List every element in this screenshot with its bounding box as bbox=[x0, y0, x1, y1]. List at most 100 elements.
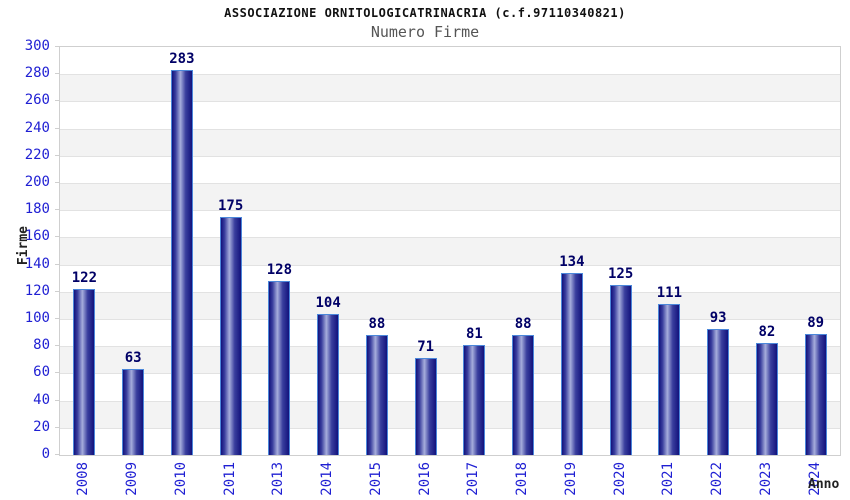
bar-value-label: 82 bbox=[758, 324, 776, 341]
gridline bbox=[60, 128, 840, 130]
y-tick-mark bbox=[55, 46, 59, 47]
y-tick-label: 120 bbox=[24, 282, 50, 299]
bar-value-label: 88 bbox=[368, 316, 386, 333]
x-tick-label: 2010 bbox=[172, 462, 189, 496]
bar-value-label: 63 bbox=[124, 350, 142, 367]
gridline bbox=[60, 183, 840, 184]
bar-value-label: 93 bbox=[709, 309, 727, 326]
y-tick-mark bbox=[55, 454, 59, 455]
y-tick-mark bbox=[55, 345, 59, 347]
gridline bbox=[60, 346, 840, 348]
bar-value-label: 125 bbox=[607, 266, 634, 282]
y-tick-mark bbox=[55, 154, 59, 156]
gridline bbox=[60, 291, 840, 293]
y-tick-mark bbox=[55, 236, 59, 238]
bar-value-label: 175 bbox=[217, 198, 244, 214]
x-tick-label: 2017 bbox=[465, 462, 482, 496]
y-tick-label: 100 bbox=[24, 310, 50, 326]
bar-2021 bbox=[658, 304, 681, 455]
y-tick-label: 280 bbox=[24, 65, 50, 82]
y-tick-label: 140 bbox=[24, 255, 50, 272]
bar-2008 bbox=[73, 289, 96, 455]
x-tick-label: 2018 bbox=[514, 462, 531, 496]
bar-2019 bbox=[560, 272, 583, 455]
chart-title: ASSOCIAZIONE ORNITOLOGICATRINACRIA (c.f.… bbox=[224, 6, 626, 20]
bar-2010 bbox=[170, 70, 193, 455]
y-tick-mark bbox=[55, 182, 59, 183]
y-tick-mark bbox=[55, 426, 59, 428]
gridline bbox=[60, 210, 840, 212]
bar-value-label: 104 bbox=[315, 294, 341, 311]
bar-2011 bbox=[219, 217, 242, 455]
y-tick-label: 160 bbox=[24, 228, 50, 245]
bar-value-label: 89 bbox=[807, 314, 825, 331]
x-tick-label: 2019 bbox=[562, 462, 579, 496]
bar-value-label: 128 bbox=[266, 261, 293, 278]
bar-2013 bbox=[268, 280, 291, 455]
y-tick-label: 300 bbox=[24, 38, 50, 54]
bar-2024 bbox=[804, 333, 827, 455]
bar-value-label: 88 bbox=[514, 316, 532, 333]
gridline bbox=[60, 237, 840, 239]
y-tick-label: 260 bbox=[24, 92, 50, 109]
bar-2017 bbox=[463, 344, 486, 455]
x-axis-title: Anno bbox=[808, 477, 840, 492]
y-tick-label: 240 bbox=[24, 119, 50, 136]
y-tick-mark bbox=[55, 372, 59, 374]
bar-2020 bbox=[609, 285, 632, 455]
gridline bbox=[60, 373, 840, 375]
y-tick-mark bbox=[55, 127, 59, 129]
bar-value-label: 81 bbox=[465, 325, 483, 342]
y-tick-mark bbox=[55, 263, 59, 265]
y-tick-label: 60 bbox=[33, 364, 50, 381]
gridline bbox=[60, 74, 840, 76]
y-axis-title: Firme bbox=[16, 226, 31, 266]
x-tick-label: 2011 bbox=[221, 462, 238, 496]
plot-area: 122 63 283 175 128 104 88 71 81 88 134 125 111 93 82 89 bbox=[59, 46, 841, 456]
bar-value-label: 134 bbox=[559, 253, 585, 270]
y-tick-label: 220 bbox=[24, 146, 50, 163]
bar-2023 bbox=[755, 343, 778, 455]
gridline bbox=[60, 155, 840, 157]
gridline bbox=[60, 264, 840, 266]
bar-2009 bbox=[122, 369, 145, 455]
bar-2014 bbox=[317, 313, 340, 455]
x-tick-label: 2023 bbox=[757, 462, 774, 496]
y-tick-label: 0 bbox=[41, 446, 50, 462]
bar-value-label: 111 bbox=[656, 285, 683, 302]
x-tick-label: 2016 bbox=[416, 462, 433, 496]
gridline bbox=[60, 101, 840, 103]
gridline bbox=[60, 427, 840, 429]
y-tick-mark bbox=[55, 100, 59, 102]
bar-2015 bbox=[365, 335, 388, 455]
y-tick-label: 20 bbox=[33, 418, 50, 435]
y-tick-mark bbox=[55, 399, 59, 401]
bar-value-label: 122 bbox=[71, 270, 98, 287]
bar-2016 bbox=[414, 358, 437, 455]
x-tick-label: 2022 bbox=[709, 462, 726, 496]
x-tick-label: 2015 bbox=[367, 462, 384, 496]
y-tick-label: 40 bbox=[33, 391, 50, 408]
x-tick-label: 2021 bbox=[660, 462, 677, 496]
bar-2018 bbox=[512, 335, 535, 455]
y-tick-label: 80 bbox=[33, 337, 50, 354]
x-tick-label: 2013 bbox=[270, 462, 287, 496]
x-tick-label: 2014 bbox=[319, 462, 336, 496]
bar-value-label: 71 bbox=[417, 339, 435, 356]
y-tick-label: 180 bbox=[24, 201, 50, 218]
y-tick-mark bbox=[55, 318, 59, 319]
x-tick-label: 2020 bbox=[611, 462, 628, 496]
y-tick-mark bbox=[55, 73, 59, 75]
plot-band bbox=[60, 47, 840, 75]
bar-2022 bbox=[707, 328, 730, 455]
y-tick-label: 200 bbox=[24, 174, 50, 190]
gridline bbox=[60, 400, 840, 402]
bar-value-label: 283 bbox=[169, 51, 195, 68]
y-tick-mark bbox=[55, 209, 59, 211]
y-tick-mark bbox=[55, 290, 59, 292]
x-tick-label: 2009 bbox=[124, 462, 141, 496]
gridline bbox=[60, 319, 840, 320]
x-tick-label: 2008 bbox=[75, 462, 92, 496]
chart-subtitle: Numero Firme bbox=[370, 23, 480, 41]
